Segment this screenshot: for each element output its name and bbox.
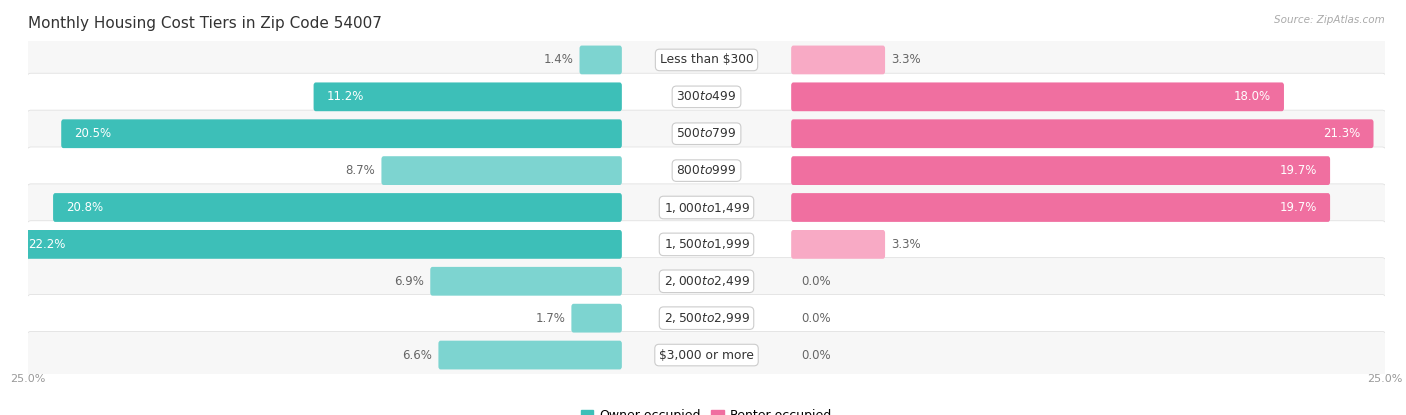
Legend: Owner-occupied, Renter-occupied: Owner-occupied, Renter-occupied (576, 404, 837, 415)
Text: $500 to $799: $500 to $799 (676, 127, 737, 140)
Text: $2,500 to $2,999: $2,500 to $2,999 (664, 311, 749, 325)
Text: $1,000 to $1,499: $1,000 to $1,499 (664, 200, 749, 215)
Text: $300 to $499: $300 to $499 (676, 90, 737, 103)
Text: 25.0%: 25.0% (10, 374, 46, 384)
FancyBboxPatch shape (571, 304, 621, 332)
Text: 1.7%: 1.7% (536, 312, 565, 325)
Text: 18.0%: 18.0% (1234, 90, 1271, 103)
Text: 3.3%: 3.3% (891, 54, 921, 66)
FancyBboxPatch shape (27, 295, 1386, 342)
FancyBboxPatch shape (792, 46, 884, 74)
FancyBboxPatch shape (314, 83, 621, 111)
FancyBboxPatch shape (27, 258, 1386, 305)
FancyBboxPatch shape (27, 221, 1386, 268)
Text: 19.7%: 19.7% (1279, 201, 1317, 214)
FancyBboxPatch shape (27, 147, 1386, 194)
FancyBboxPatch shape (27, 332, 1386, 378)
Text: 0.0%: 0.0% (801, 275, 831, 288)
Text: 19.7%: 19.7% (1279, 164, 1317, 177)
Text: Less than $300: Less than $300 (659, 54, 754, 66)
FancyBboxPatch shape (579, 46, 621, 74)
Text: $1,500 to $1,999: $1,500 to $1,999 (664, 237, 749, 251)
Text: 22.2%: 22.2% (28, 238, 66, 251)
FancyBboxPatch shape (792, 83, 1284, 111)
FancyBboxPatch shape (27, 184, 1386, 231)
FancyBboxPatch shape (792, 230, 884, 259)
Text: 0.0%: 0.0% (801, 349, 831, 361)
Text: 20.8%: 20.8% (66, 201, 103, 214)
Text: 0.0%: 0.0% (801, 312, 831, 325)
Text: 25.0%: 25.0% (1367, 374, 1403, 384)
Text: Source: ZipAtlas.com: Source: ZipAtlas.com (1274, 15, 1385, 24)
FancyBboxPatch shape (792, 156, 1330, 185)
FancyBboxPatch shape (27, 110, 1386, 157)
Text: $800 to $999: $800 to $999 (676, 164, 737, 177)
Text: Monthly Housing Cost Tiers in Zip Code 54007: Monthly Housing Cost Tiers in Zip Code 5… (28, 16, 382, 31)
FancyBboxPatch shape (439, 341, 621, 369)
Text: 6.6%: 6.6% (402, 349, 433, 361)
FancyBboxPatch shape (53, 193, 621, 222)
Text: 3.3%: 3.3% (891, 238, 921, 251)
Text: 8.7%: 8.7% (346, 164, 375, 177)
FancyBboxPatch shape (381, 156, 621, 185)
FancyBboxPatch shape (792, 193, 1330, 222)
Text: 21.3%: 21.3% (1323, 127, 1361, 140)
Text: 1.4%: 1.4% (544, 54, 574, 66)
Text: $3,000 or more: $3,000 or more (659, 349, 754, 361)
FancyBboxPatch shape (27, 37, 1386, 83)
FancyBboxPatch shape (62, 120, 621, 148)
Text: 11.2%: 11.2% (326, 90, 364, 103)
FancyBboxPatch shape (792, 120, 1374, 148)
FancyBboxPatch shape (27, 73, 1386, 120)
Text: 20.5%: 20.5% (75, 127, 111, 140)
FancyBboxPatch shape (430, 267, 621, 295)
Text: $2,000 to $2,499: $2,000 to $2,499 (664, 274, 749, 288)
FancyBboxPatch shape (15, 230, 621, 259)
Text: 6.9%: 6.9% (395, 275, 425, 288)
